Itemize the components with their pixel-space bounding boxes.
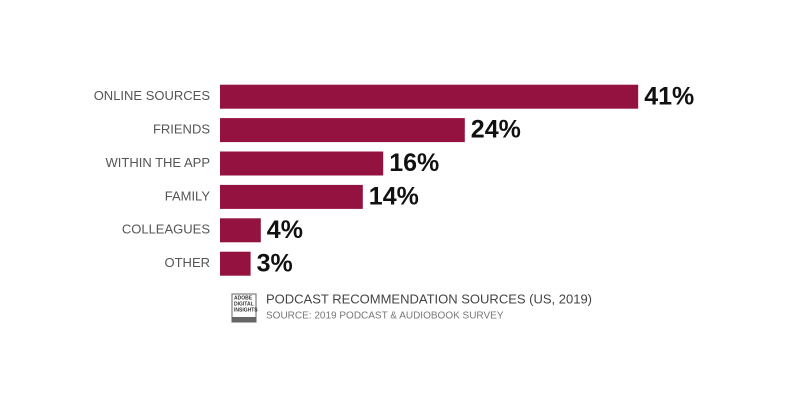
bar	[220, 251, 251, 276]
value-label: 3%	[257, 249, 293, 277]
value-label: 4%	[267, 216, 303, 244]
bar	[220, 151, 384, 176]
bar	[220, 184, 363, 209]
chart-title: PODCAST RECOMMENDATION SOURCES (US, 2019…	[266, 291, 592, 306]
category-label: WITHIN THE APP	[106, 155, 211, 170]
bar	[220, 84, 639, 109]
logo-text: DIGITAL	[234, 301, 254, 307]
category-label: FRIENDS	[153, 122, 210, 137]
bar	[220, 218, 261, 243]
value-label: 41%	[644, 82, 694, 110]
category-label: COLLEAGUES	[122, 222, 210, 237]
logo-text: INSIGHTS	[234, 307, 258, 313]
chart-subtitle: SOURCE: 2019 PODCAST & AUDIOBOOK SURVEY	[266, 311, 504, 322]
value-label: 14%	[369, 183, 419, 211]
logo: ADOBE DIGITAL INSIGHTS	[231, 293, 258, 323]
value-label: 16%	[389, 149, 439, 177]
value-label: 24%	[471, 116, 521, 144]
bar	[220, 118, 465, 143]
logo-band	[232, 317, 256, 322]
category-label: FAMILY	[165, 188, 211, 203]
category-label: ONLINE SOURCES	[94, 88, 211, 103]
category-label: OTHER	[165, 255, 211, 270]
logo-text: ADOBE	[234, 295, 253, 301]
